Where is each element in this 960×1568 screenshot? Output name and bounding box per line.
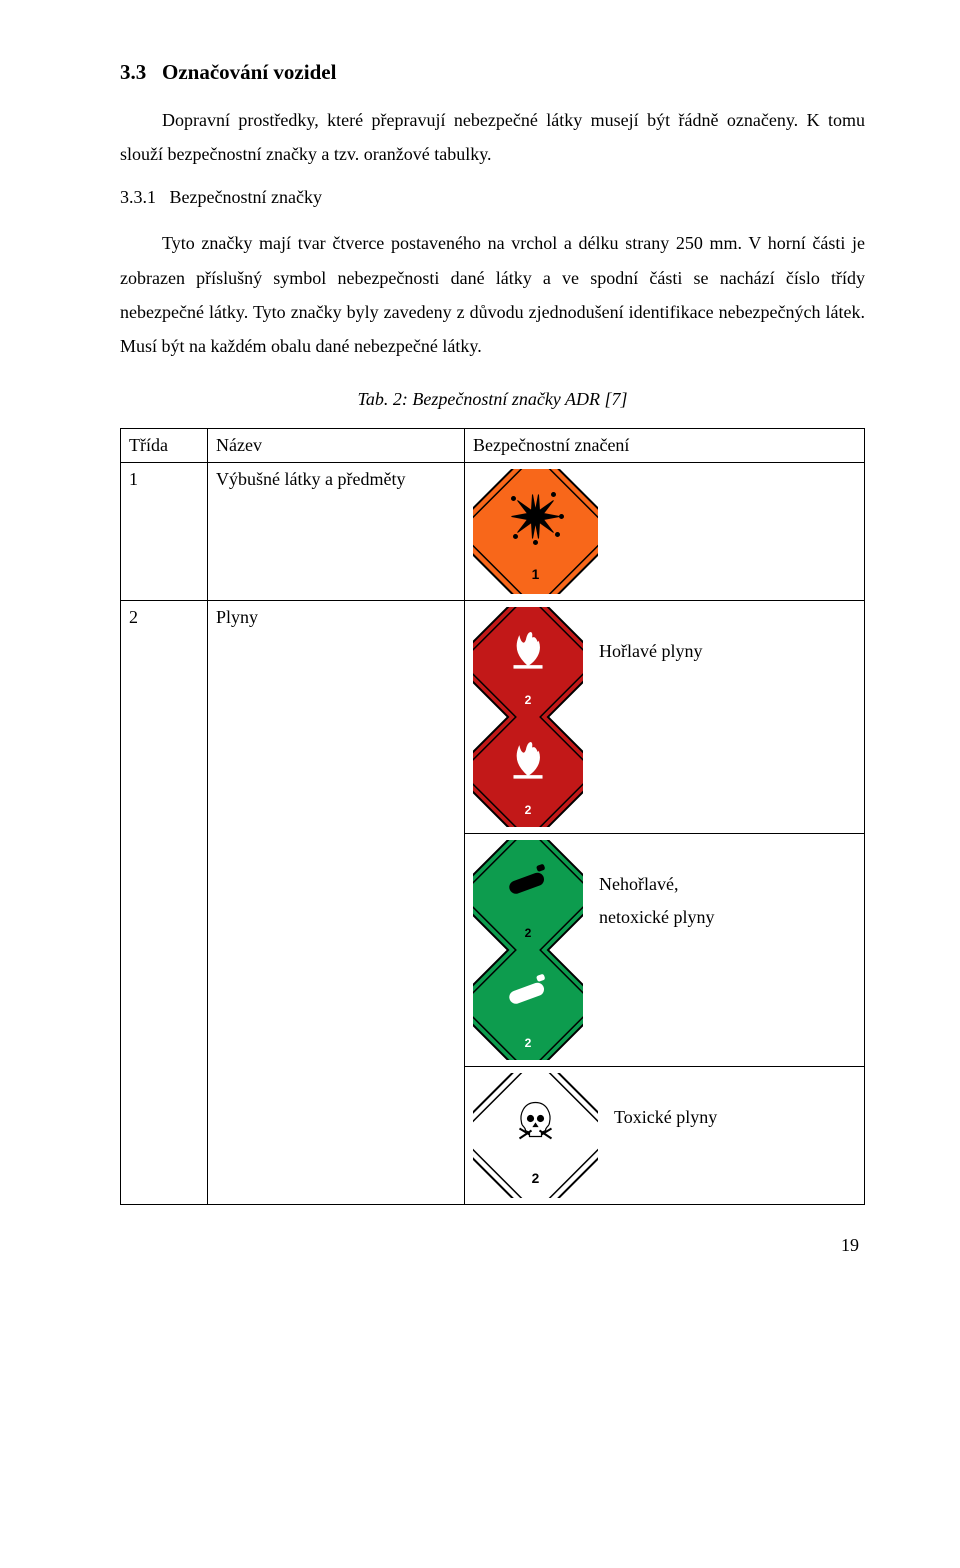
cell-sign: 2 2 Nehořlavé,netoxické plyny	[465, 834, 865, 1067]
cell-sign: 2 2 Hořlavé plyny	[465, 601, 865, 834]
subsection-number: 3.3.1	[120, 187, 156, 207]
col-header-sign: Bezpečnostní značení	[465, 429, 865, 463]
hazard-placard-flammable-gas-red2: 2	[473, 717, 583, 827]
cell-sign: 1	[465, 463, 865, 601]
sign-label: Hořlavé plyny	[599, 607, 702, 667]
svg-text:1: 1	[532, 567, 540, 582]
section-number: 3.3	[120, 60, 146, 84]
cell-sign: 2 Toxické plyny	[465, 1067, 865, 1205]
svg-text:2: 2	[525, 926, 532, 940]
sign-label: Toxické plyny	[614, 1073, 717, 1133]
subsection-text: Tyto značky mají tvar čtverce postavenéh…	[120, 226, 865, 363]
cell-name: Výbušné látky a předměty	[208, 463, 465, 601]
hazard-placard-toxic-gas: 2	[473, 1073, 598, 1198]
section-intro: Dopravní prostředky, které přepravují ne…	[120, 103, 865, 171]
hazard-placard-nonflammable-gas-green: 2	[473, 840, 583, 950]
svg-text:2: 2	[525, 803, 532, 817]
subsection-title: 3.3.1 Bezpečnostní značky	[120, 187, 865, 208]
svg-text:2: 2	[525, 1036, 532, 1050]
table-header-row: Třída Název Bezpečnostní značení	[121, 429, 865, 463]
hazard-table: Třída Název Bezpečnostní značení 1Výbušn…	[120, 428, 865, 1205]
hazard-placard-nonflammable-gas-green2: 2	[473, 950, 583, 1060]
svg-text:2: 2	[525, 693, 532, 707]
hazard-placard-explosive: 1	[473, 469, 598, 594]
table-row: 1Výbušné látky a předměty 1	[121, 463, 865, 601]
cell-class: 1	[121, 463, 208, 601]
svg-text:2: 2	[532, 1171, 540, 1186]
col-header-class: Třída	[121, 429, 208, 463]
col-header-name: Název	[208, 429, 465, 463]
table-row: 2Plyny 2 2 Hořlavé plyny	[121, 601, 865, 834]
cell-name: Plyny	[208, 601, 465, 1205]
hazard-placard-flammable-gas-red: 2	[473, 607, 583, 717]
page: 3.3 Označování vozidel Dopravní prostřed…	[0, 0, 960, 1286]
page-number: 19	[120, 1235, 865, 1256]
section-heading: Označování vozidel	[162, 60, 336, 84]
table-caption: Tab. 2: Bezpečnostní značky ADR [7]	[120, 389, 865, 410]
cell-class: 2	[121, 601, 208, 1205]
sign-label: Nehořlavé,netoxické plyny	[599, 840, 714, 933]
subsection-heading: Bezpečnostní značky	[170, 187, 322, 207]
section-title: 3.3 Označování vozidel	[120, 60, 865, 85]
